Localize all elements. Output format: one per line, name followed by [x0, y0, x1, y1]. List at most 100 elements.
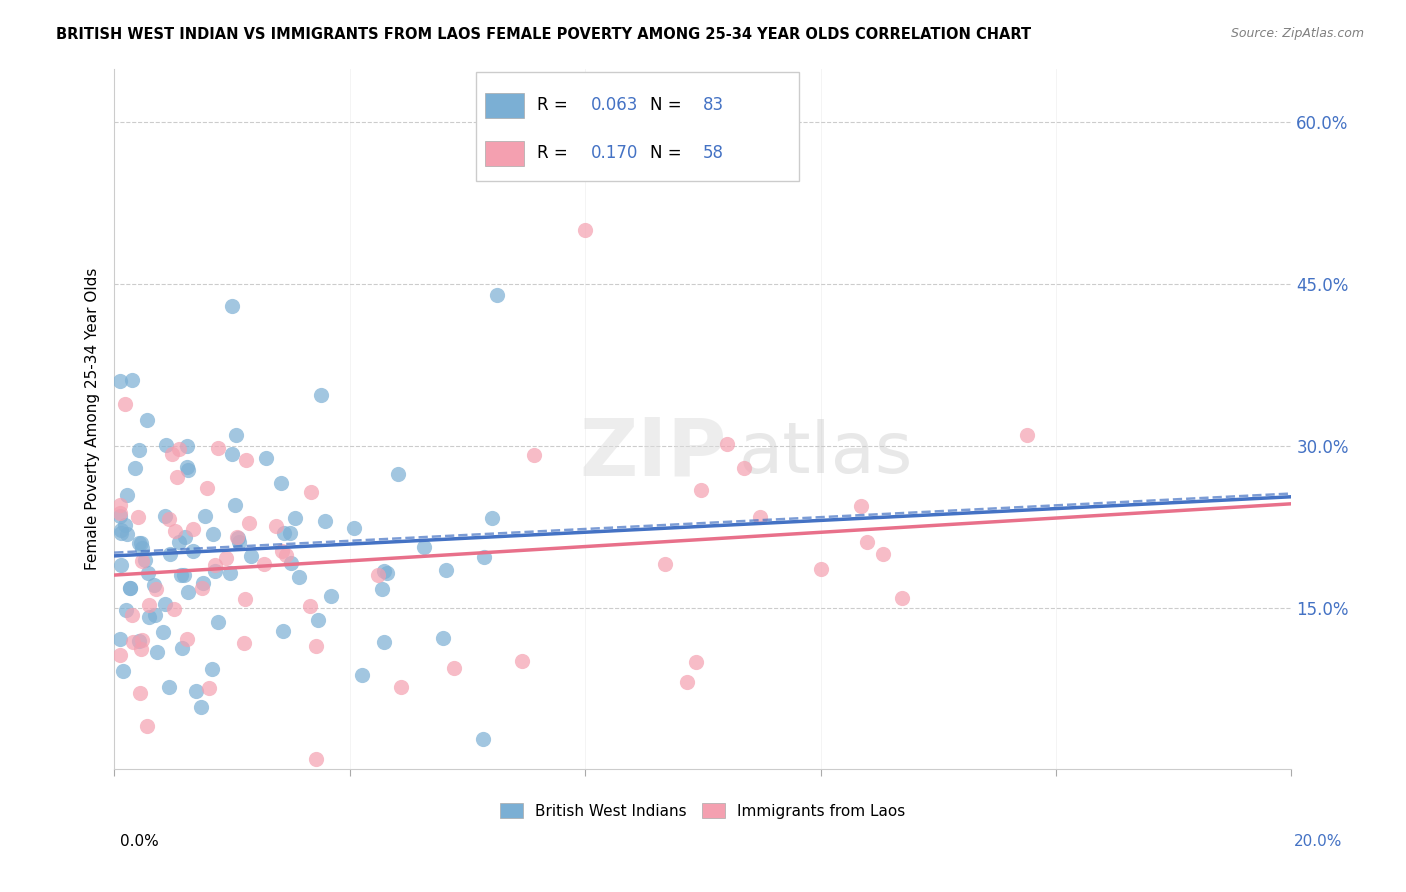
Point: [481, 510, 503, 524]
Point: [170, 567, 193, 582]
Point: [183, 543, 205, 558]
Point: [270, 543, 292, 558]
Point: [276, 548, 298, 562]
Point: [152, 625, 174, 640]
Point: [118, 581, 141, 595]
Point: [273, 526, 295, 541]
Point: [314, 514, 336, 528]
Point: [111, 665, 134, 679]
Point: [304, 751, 326, 765]
Point: [733, 461, 755, 475]
Point: [191, 581, 214, 595]
Point: [159, 680, 181, 694]
Point: [134, 552, 156, 566]
Point: [224, 498, 246, 512]
Point: [124, 461, 146, 475]
Point: [114, 603, 136, 617]
Point: [176, 632, 198, 646]
Point: [226, 531, 249, 545]
Point: [872, 547, 894, 561]
Point: [218, 566, 240, 581]
FancyBboxPatch shape: [475, 72, 800, 181]
Point: [215, 550, 238, 565]
Point: [280, 556, 302, 570]
Point: [110, 558, 132, 573]
Point: [225, 428, 247, 442]
Point: [131, 554, 153, 568]
Point: [143, 577, 166, 591]
Point: [235, 453, 257, 467]
Point: [238, 516, 260, 530]
Point: [284, 510, 307, 524]
Point: [110, 507, 132, 521]
Point: [574, 223, 596, 237]
Point: [131, 541, 153, 556]
Point: [233, 591, 256, 606]
Point: [163, 524, 186, 538]
Point: [204, 558, 226, 572]
Point: [138, 610, 160, 624]
Point: [299, 484, 322, 499]
Point: [198, 681, 221, 695]
Point: [685, 656, 707, 670]
Point: [288, 570, 311, 584]
Point: [153, 508, 176, 523]
Point: [136, 719, 159, 733]
Point: [129, 686, 152, 700]
Point: [523, 448, 546, 462]
Point: [350, 668, 373, 682]
Point: [254, 451, 277, 466]
Point: [270, 476, 292, 491]
Point: [343, 521, 366, 535]
Point: [207, 615, 229, 629]
Point: [177, 463, 200, 477]
Text: 20.0%: 20.0%: [1295, 834, 1343, 849]
Point: [387, 467, 409, 481]
Point: [373, 635, 395, 649]
Point: [128, 633, 150, 648]
Point: [485, 288, 508, 302]
Point: [305, 639, 328, 653]
Point: [121, 607, 143, 622]
Y-axis label: Female Poverty Among 25-34 Year Olds: Female Poverty Among 25-34 Year Olds: [86, 268, 100, 570]
Point: [115, 488, 138, 502]
Point: [108, 498, 131, 512]
Text: BRITISH WEST INDIAN VS IMMIGRANTS FROM LAOS FEMALE POVERTY AMONG 25-34 YEAR OLDS: BRITISH WEST INDIAN VS IMMIGRANTS FROM L…: [56, 27, 1032, 42]
Point: [299, 599, 322, 613]
Point: [110, 525, 132, 540]
Point: [129, 641, 152, 656]
Point: [166, 470, 188, 484]
Point: [131, 535, 153, 549]
Point: [221, 299, 243, 313]
Point: [472, 549, 495, 564]
Point: [167, 442, 190, 456]
Point: [128, 443, 150, 458]
Point: [136, 413, 159, 427]
Point: [207, 441, 229, 455]
Point: [190, 699, 212, 714]
Legend: British West Indians, Immigrants from Laos: British West Indians, Immigrants from La…: [494, 797, 911, 825]
FancyBboxPatch shape: [485, 141, 524, 166]
Text: R =: R =: [537, 96, 572, 114]
Point: [176, 459, 198, 474]
Point: [201, 662, 224, 676]
Point: [145, 582, 167, 597]
Point: [373, 564, 395, 578]
Point: [228, 534, 250, 549]
Point: [177, 584, 200, 599]
Text: 0.063: 0.063: [591, 96, 638, 114]
Point: [110, 523, 132, 537]
Point: [121, 374, 143, 388]
Point: [748, 510, 770, 524]
Point: [307, 613, 329, 627]
Point: [240, 549, 263, 563]
Point: [153, 597, 176, 611]
Point: [157, 511, 180, 525]
Point: [271, 624, 294, 639]
Text: Source: ZipAtlas.com: Source: ZipAtlas.com: [1230, 27, 1364, 40]
Point: [226, 530, 249, 544]
Point: [193, 508, 215, 523]
Point: [128, 536, 150, 550]
Text: 0.170: 0.170: [591, 144, 638, 161]
Point: [434, 563, 457, 577]
